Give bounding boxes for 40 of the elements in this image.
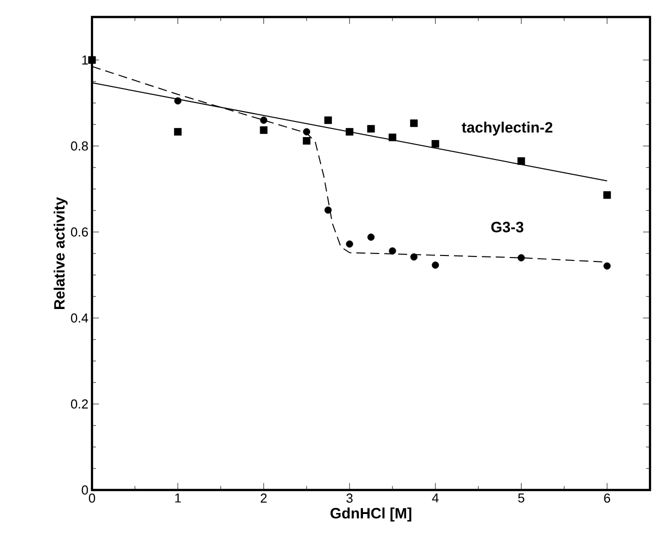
y-tick-label: 1	[82, 56, 88, 64]
x-tick-label: 0	[88, 494, 96, 503]
point	[302, 137, 310, 145]
point	[324, 206, 332, 214]
point	[518, 254, 525, 262]
point	[432, 262, 439, 269]
y-tick-label: 0.6	[70, 227, 88, 237]
x-tick-label: 4	[432, 494, 439, 502]
point	[432, 140, 440, 148]
x-tick-label: 1	[175, 494, 181, 502]
point	[88, 56, 96, 64]
x-tick-label: 6	[604, 494, 610, 503]
y-tick-label: 0.2	[70, 399, 88, 409]
point	[367, 125, 375, 133]
series-label: G3-3	[491, 222, 524, 232]
x-tick-label: 3	[346, 494, 353, 503]
point	[174, 128, 182, 136]
point	[410, 253, 418, 261]
point	[260, 126, 268, 134]
point	[388, 134, 396, 142]
x-tick-label: 2	[260, 494, 267, 503]
x-axis-title: GdnHCl [M]	[330, 508, 412, 522]
series-label: tachylectin-2	[462, 122, 552, 136]
point	[410, 119, 418, 127]
point	[174, 97, 182, 104]
point	[346, 128, 354, 136]
x-tick-label: 5	[518, 494, 524, 503]
point	[346, 240, 354, 248]
point	[517, 157, 526, 165]
point	[603, 191, 611, 199]
point	[260, 116, 268, 124]
point	[324, 116, 332, 124]
point	[388, 247, 396, 255]
point	[367, 234, 375, 241]
y-axis-title: Relative activity	[54, 197, 68, 309]
point	[303, 128, 310, 136]
y-tick-label: 0.8	[70, 141, 88, 151]
y-tick-label: 0	[82, 485, 88, 495]
y-tick-label: 0.4	[70, 313, 88, 323]
point	[603, 262, 611, 270]
